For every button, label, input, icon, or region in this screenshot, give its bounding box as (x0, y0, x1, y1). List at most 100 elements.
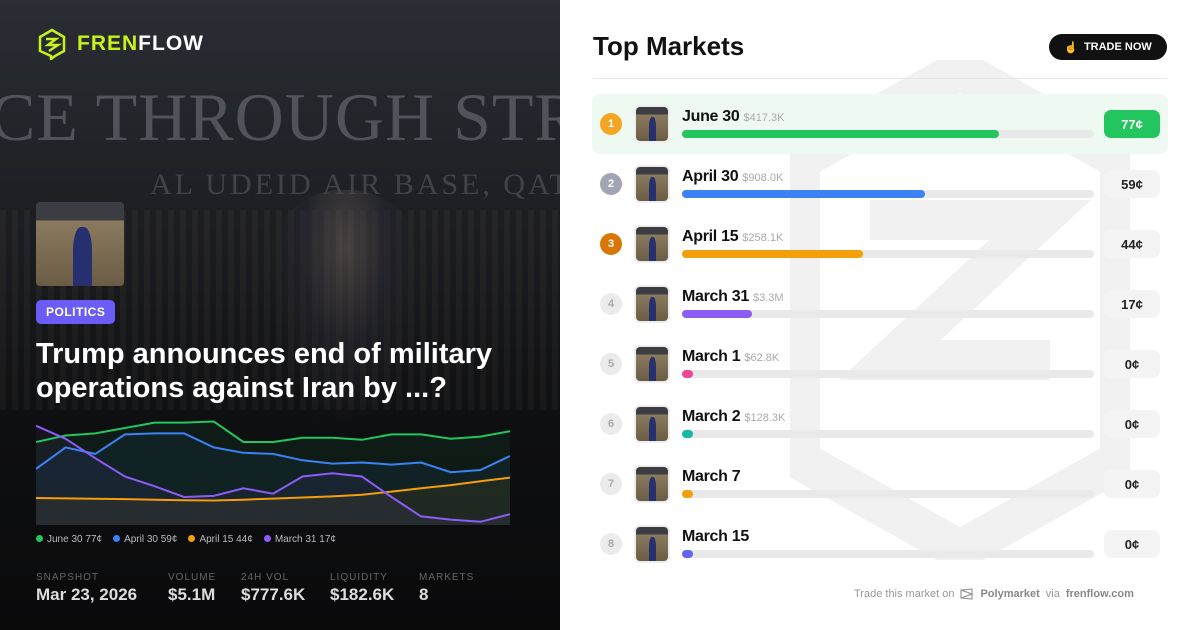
market-volume: $128.3K (744, 412, 786, 424)
stats-bar: SNAPSHOT Mar 23, 2026 VOLUME $5.1M 24H VOL… (36, 572, 474, 605)
rank-badge: 5 (600, 353, 622, 375)
stat-24h-volume: 24H VOL $777.6K (241, 572, 306, 604)
event-thumbnail (36, 202, 124, 286)
market-thumbnail (634, 225, 670, 263)
frenflow-link[interactable]: frenflow.com (1065, 588, 1134, 600)
legend-dot (188, 535, 196, 542)
market-row[interactable]: 1 June 30 $417.3K 77¢ (592, 94, 1168, 154)
event-title: Trump announces end of military operatio… (36, 338, 493, 404)
brand-name: FRENFLOW (77, 32, 204, 55)
probability-bar (682, 550, 1094, 558)
market-name: April 15 $258.1K (682, 228, 784, 245)
rank-badge: 8 (600, 533, 622, 555)
market-row[interactable]: 7 March 7 0¢ (592, 454, 1168, 514)
stat-liquidity: LIQUIDITY $182.6K (330, 572, 395, 604)
market-row[interactable]: 5 March 1 $62.8K 0¢ (592, 334, 1168, 394)
probability-fill (682, 430, 693, 438)
probability-bar (682, 130, 1094, 138)
probability-bar (682, 310, 1094, 318)
rank-badge: 4 (600, 293, 622, 315)
market-thumbnail (634, 105, 670, 143)
trade-now-button[interactable]: ☝ TRADE NOW (1049, 34, 1167, 60)
top-markets-panel: Top Markets ☝ TRADE NOW 1 June 30 $417.3K … (560, 0, 1200, 630)
price-button[interactable]: 59¢ (1104, 170, 1160, 198)
stat-markets: MARKETS 8 (419, 572, 475, 604)
probability-bar (682, 490, 1094, 498)
legend-item: April 15 44¢ (188, 534, 253, 545)
legend-dot (263, 535, 271, 542)
price-button[interactable]: 77¢ (1104, 110, 1160, 138)
legend-dot (36, 535, 43, 542)
probability-bar (682, 430, 1094, 438)
series-area (36, 433, 510, 525)
probability-fill (682, 250, 864, 258)
background-banner-text: CE THROUGH STRENG (0, 79, 560, 155)
probability-fill (682, 310, 753, 318)
category-badge[interactable]: POLITICS (36, 300, 116, 324)
market-name: March 2 $128.3K (682, 408, 786, 425)
series-line-april-30 (36, 432, 510, 474)
chart-legend: June 30 77¢ April 30 59¢ April 15 44¢ Ma… (36, 534, 336, 545)
market-volume: $417.3K (743, 112, 785, 124)
market-row[interactable]: 2 April 30 $908.0K 59¢ (592, 154, 1168, 214)
market-name: June 30 $417.3K (682, 108, 785, 125)
probability-bar (682, 190, 1094, 198)
price-button[interactable]: 0¢ (1104, 530, 1160, 558)
series-area (36, 477, 510, 525)
market-thumbnail (634, 465, 670, 503)
market-thumbnail (634, 165, 670, 203)
rank-badge: 7 (600, 473, 622, 495)
polymarket-link[interactable]: Polymarket (980, 588, 1040, 600)
legend-item: June 30 77¢ (36, 534, 102, 545)
market-thumbnail (634, 405, 670, 443)
background-figure (270, 190, 420, 420)
probability-fill (682, 190, 926, 198)
probability-bar (682, 250, 1094, 258)
market-row[interactable]: 6 March 2 $128.3K 0¢ (592, 394, 1168, 454)
market-name: March 1 $62.8K (682, 348, 780, 365)
rank-badge: 6 (600, 413, 622, 435)
price-button[interactable]: 0¢ (1104, 410, 1160, 438)
market-row[interactable]: 4 March 31 $3.3M 17¢ (592, 274, 1168, 334)
probability-fill (682, 130, 1000, 138)
polymarket-icon (960, 588, 975, 600)
frenflow-logo-icon (38, 28, 66, 60)
price-button[interactable]: 17¢ (1104, 290, 1160, 318)
stat-volume: VOLUME $5.1M (168, 572, 217, 604)
rank-badge: 3 (600, 233, 622, 255)
footer: Trade this market on Polymarket via fren… (854, 588, 1134, 600)
market-volume: $3.3M (752, 292, 784, 304)
rank-badge: 1 (600, 113, 622, 135)
market-thumbnail (634, 285, 670, 323)
series-line-june-30 (36, 420, 510, 443)
divider (593, 78, 1167, 79)
event-panel: CE THROUGH STRENG AL UDEID AIR BASE, QAT… (0, 0, 560, 630)
market-name: March 15 (682, 528, 749, 545)
market-thumbnail (634, 525, 670, 563)
price-button[interactable]: 0¢ (1104, 350, 1160, 378)
market-row[interactable]: 8 March 15 0¢ (592, 514, 1168, 574)
legend-item: April 30 59¢ (113, 534, 177, 545)
hand-icon: ☝ (1064, 41, 1078, 54)
market-volume: $258.1K (742, 232, 784, 244)
legend-item: March 31 17¢ (263, 534, 336, 545)
panel-title: Top Markets (593, 31, 745, 61)
probability-fill (682, 550, 693, 558)
market-volume: $62.8K (744, 352, 780, 364)
market-name: April 30 $908.0K (682, 168, 784, 185)
frenflow-logo[interactable]: FRENFLOW (37, 28, 204, 60)
legend-dot (113, 535, 121, 542)
market-row[interactable]: 3 April 15 $258.1K 44¢ (592, 214, 1168, 274)
series-line-march-31 (36, 424, 510, 523)
price-history-chart (36, 420, 510, 525)
probability-fill (682, 490, 693, 498)
market-volume: $908.0K (742, 172, 784, 184)
rank-badge: 2 (600, 173, 622, 195)
stat-snapshot: SNAPSHOT Mar 23, 2026 (36, 572, 138, 604)
market-name: March 7 (682, 468, 741, 485)
price-button[interactable]: 0¢ (1104, 470, 1160, 498)
price-button[interactable]: 44¢ (1104, 230, 1160, 258)
probability-fill (682, 370, 693, 378)
market-thumbnail (634, 345, 670, 383)
market-name: March 31 $3.3M (682, 288, 784, 305)
